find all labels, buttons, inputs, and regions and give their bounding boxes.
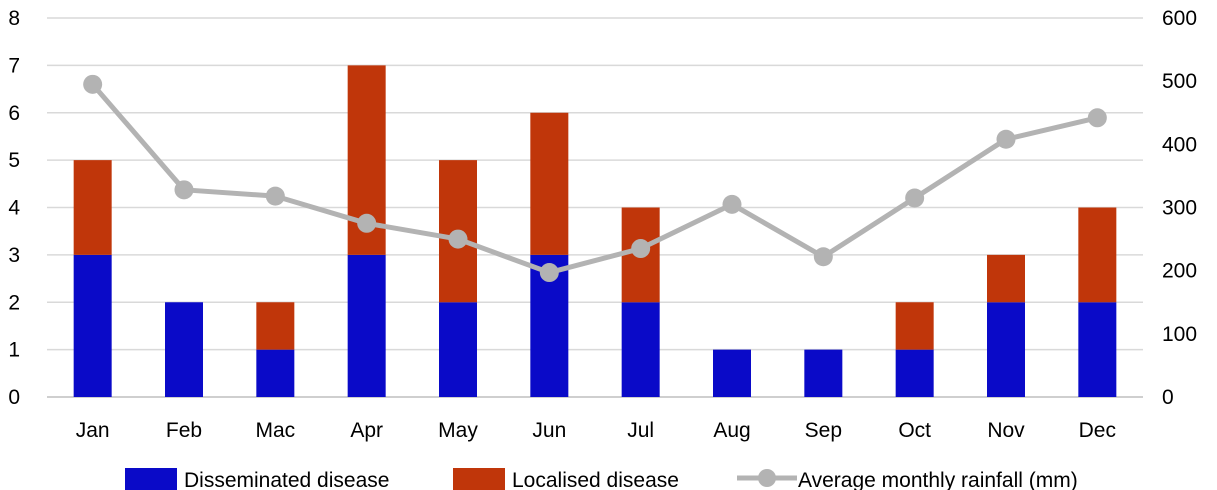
bar-segment xyxy=(1078,302,1117,397)
bar-segment xyxy=(165,302,203,397)
legend-swatch-disseminated xyxy=(125,468,177,490)
rainfall-polyline xyxy=(90,82,1098,276)
bar-segment xyxy=(439,302,477,397)
rainfall-point xyxy=(539,263,559,283)
bar-segment xyxy=(73,160,112,255)
x-axis-tick-label: Oct xyxy=(898,419,931,442)
rainfall-point xyxy=(174,180,194,200)
rainfall-point xyxy=(722,194,742,214)
legend-label-rainfall: Average monthly rainfall (mm) xyxy=(798,469,1078,490)
bar-segment xyxy=(804,349,843,397)
bar-segment xyxy=(621,302,660,397)
x-axis-tick-label: Dec xyxy=(1079,419,1116,442)
legend-marker-rainfall xyxy=(758,469,776,487)
x-axis-tick-label: Mac xyxy=(255,419,295,442)
left-axis-tick-label: 5 xyxy=(8,149,20,172)
rainfall-line xyxy=(83,74,1107,283)
bar-segment xyxy=(713,349,751,397)
gridlines xyxy=(47,17,1143,398)
bar-segment xyxy=(987,302,1025,397)
rainfall-point xyxy=(265,186,285,206)
left-axis-tick-label: 1 xyxy=(8,339,20,362)
x-axis-tick-label: Aug xyxy=(713,419,750,442)
left-axis-tick-label: 0 xyxy=(8,386,20,409)
left-axis-ticks: 0 1 2 3 4 5 6 7 8 xyxy=(8,7,20,409)
x-axis-tick-label: Jul xyxy=(627,419,654,442)
bars xyxy=(73,65,1117,397)
rainfall-point xyxy=(905,188,925,208)
right-axis-tick-label: 200 xyxy=(1162,260,1197,283)
right-axis-tick-label: 300 xyxy=(1162,197,1197,220)
legend: Disseminated disease Localised disease A… xyxy=(125,468,1078,490)
bar-segment xyxy=(1078,207,1117,303)
rainfall-point xyxy=(1087,108,1107,128)
right-axis-tick-label: 400 xyxy=(1162,133,1197,156)
bar-segment xyxy=(347,254,386,397)
rainfall-point xyxy=(83,74,103,94)
right-axis-tick-label: 600 xyxy=(1162,7,1197,30)
bar-segment xyxy=(256,302,295,350)
x-axis-ticks: Jan Feb Mac Apr May Jun Jul Aug Sep Oct Nov Dec xyxy=(76,419,1116,442)
right-axis-tick-label: 0 xyxy=(1162,386,1174,409)
bar-segment xyxy=(256,349,295,397)
legend-swatch-localised xyxy=(453,468,505,490)
rainfall-point xyxy=(357,213,377,233)
bar-segment xyxy=(73,254,112,397)
rainfall-point xyxy=(448,229,468,249)
right-axis-ticks: 0 100 200 300 400 500 600 xyxy=(1162,7,1197,409)
x-axis-tick-label: Feb xyxy=(166,419,202,442)
x-axis-tick-label: May xyxy=(438,419,478,442)
left-axis-tick-label: 3 xyxy=(8,244,20,267)
legend-label-localised: Localised disease xyxy=(512,469,679,490)
left-axis-tick-label: 2 xyxy=(8,291,20,314)
x-axis-tick-label: Apr xyxy=(350,419,383,442)
right-axis-tick-label: 100 xyxy=(1162,323,1197,346)
rainfall-point xyxy=(996,129,1016,149)
bar-segment xyxy=(895,349,934,397)
rainfall-point xyxy=(631,239,651,259)
x-axis-tick-label: Nov xyxy=(987,419,1025,442)
left-axis-tick-label: 7 xyxy=(8,54,20,77)
left-axis-tick-label: 4 xyxy=(8,197,20,220)
x-axis-tick-label: Sep xyxy=(805,419,842,442)
x-axis-tick-label: Jun xyxy=(532,419,566,442)
bar-segment xyxy=(530,112,569,255)
rainfall-point xyxy=(813,247,833,267)
bar-segment xyxy=(987,254,1025,303)
legend-label-disseminated: Disseminated disease xyxy=(184,469,389,490)
bar-segment xyxy=(895,302,934,350)
left-axis-tick-label: 8 xyxy=(8,7,20,30)
x-axis-tick-label: Jan xyxy=(76,419,110,442)
left-axis-tick-label: 6 xyxy=(8,102,20,125)
right-axis-tick-label: 500 xyxy=(1162,70,1197,93)
